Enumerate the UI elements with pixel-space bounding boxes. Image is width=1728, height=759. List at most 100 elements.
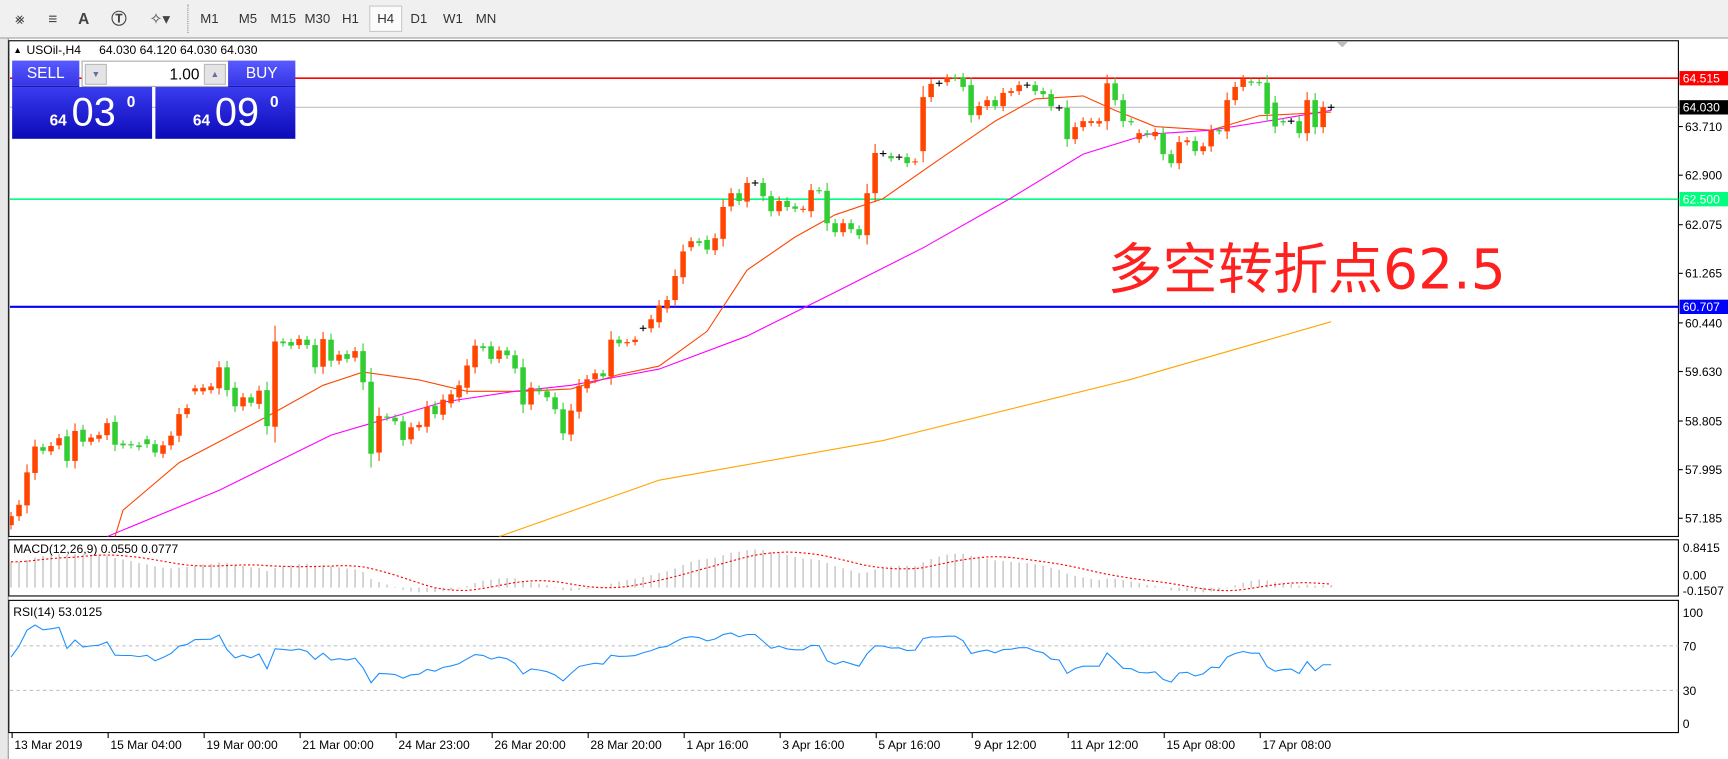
timeframe-mn[interactable]: MN <box>475 11 497 27</box>
candle <box>488 341 494 364</box>
candle <box>232 381 238 413</box>
candle <box>120 440 126 449</box>
candle-body <box>824 190 830 224</box>
candle-body <box>16 504 22 517</box>
timeframe-w1[interactable]: W1 <box>443 11 463 27</box>
candle-body <box>496 350 502 359</box>
candle <box>432 401 438 419</box>
candle <box>168 431 174 450</box>
timeframe-h1[interactable]: H1 <box>341 11 359 27</box>
candle <box>832 218 838 237</box>
lot-size-value[interactable]: 1.00 <box>169 64 200 83</box>
candle <box>808 184 814 218</box>
candle <box>904 153 910 168</box>
candle-body <box>1160 133 1166 155</box>
lot-size-field[interactable]: ▼ 1.00 ▲ <box>81 60 230 88</box>
collapse-triangle-icon[interactable]: ▲ <box>13 45 22 55</box>
candle <box>104 418 110 440</box>
timeframe-d1[interactable]: D1 <box>410 11 428 27</box>
symbol-label: USOil-,H4 <box>26 43 81 57</box>
candle <box>1048 89 1054 111</box>
candle <box>1208 124 1214 152</box>
sell-price-pips: 03 <box>71 89 116 135</box>
elliott-wave-icon[interactable]: ⨳ <box>15 9 25 28</box>
candle-body <box>208 386 214 391</box>
candle-body <box>248 397 254 403</box>
text-label-icon[interactable]: Ⓣ <box>111 9 127 28</box>
candle-body <box>504 350 510 356</box>
one-click-trading-panel: SELL ▼ 1.00 ▲ BUY 64 03 0 64 09 0 <box>12 60 296 139</box>
candle <box>751 179 759 186</box>
macd-tick-label: 0.8415 <box>1683 541 1720 555</box>
candle-body <box>304 339 310 346</box>
candle-body <box>384 416 390 418</box>
candle-body <box>904 157 910 164</box>
candle <box>712 233 718 256</box>
candle <box>312 338 318 374</box>
candle-body <box>1248 81 1254 83</box>
lot-decrease-icon[interactable]: ▼ <box>84 63 107 85</box>
rsi-tick-label: 70 <box>1683 639 1697 653</box>
price-tick-label: 57.995 <box>1685 463 1722 477</box>
time-tick-label: 21 Mar 00:00 <box>302 738 374 752</box>
candle <box>976 101 982 120</box>
candle <box>960 72 966 92</box>
candle-body <box>600 373 606 377</box>
timeframe-m15[interactable]: M15 <box>270 11 297 27</box>
candle-body <box>24 472 30 506</box>
candle-body <box>152 444 158 453</box>
buy-price-button[interactable]: 64 09 0 <box>155 87 296 139</box>
candle <box>744 177 750 208</box>
candle <box>1000 87 1006 112</box>
candle <box>344 350 350 363</box>
sell-price-button[interactable]: 64 03 0 <box>12 87 153 139</box>
candle-body <box>728 193 734 207</box>
sell-button[interactable]: SELL <box>12 60 80 88</box>
candle-body <box>784 200 790 207</box>
candle <box>192 384 198 395</box>
timeframe-m1[interactable]: M1 <box>200 11 219 27</box>
candle-body <box>1040 91 1046 95</box>
candle <box>1176 135 1182 170</box>
buy-button[interactable]: BUY <box>228 60 296 88</box>
candle-body <box>112 421 118 445</box>
candle-body <box>392 417 398 422</box>
chart-annotation-text[interactable]: 多空转折点62.5 <box>1107 237 1506 302</box>
candle <box>600 369 606 380</box>
candle-body <box>432 405 438 415</box>
fibonacci-icon[interactable]: ≡ <box>48 9 58 28</box>
text-icon[interactable]: A <box>78 9 90 28</box>
candle <box>879 150 887 157</box>
timeframe-m30[interactable]: M30 <box>304 11 331 27</box>
candle-body <box>1080 121 1086 128</box>
lot-increase-icon[interactable]: ▲ <box>203 63 226 85</box>
candle <box>1136 129 1142 144</box>
candle <box>24 464 30 514</box>
candle <box>1023 82 1031 89</box>
candle <box>776 196 782 216</box>
candle-body <box>240 397 246 407</box>
candle-body <box>1232 86 1238 101</box>
arrows-icon[interactable]: ✧▾ <box>149 9 171 28</box>
candle <box>760 177 766 202</box>
candle <box>72 423 78 469</box>
candle <box>1120 93 1126 128</box>
candle-body <box>1320 107 1326 128</box>
candle <box>264 381 270 435</box>
time-tick-label: 1 Apr 16:00 <box>686 738 748 752</box>
timeframe-m5[interactable]: M5 <box>238 11 258 27</box>
candle <box>584 374 590 393</box>
candle <box>1128 117 1134 126</box>
candle <box>1296 116 1302 138</box>
candle <box>360 343 366 390</box>
scroll-shift-marker-icon[interactable] <box>1336 41 1348 48</box>
candle <box>1144 129 1150 138</box>
candle <box>96 431 102 443</box>
candle <box>48 442 54 456</box>
candle <box>336 350 342 365</box>
candle-body <box>328 339 334 361</box>
candle-body <box>1256 82 1262 84</box>
timeframe-h4[interactable]: H4 <box>369 5 403 32</box>
candle-body <box>40 447 46 451</box>
